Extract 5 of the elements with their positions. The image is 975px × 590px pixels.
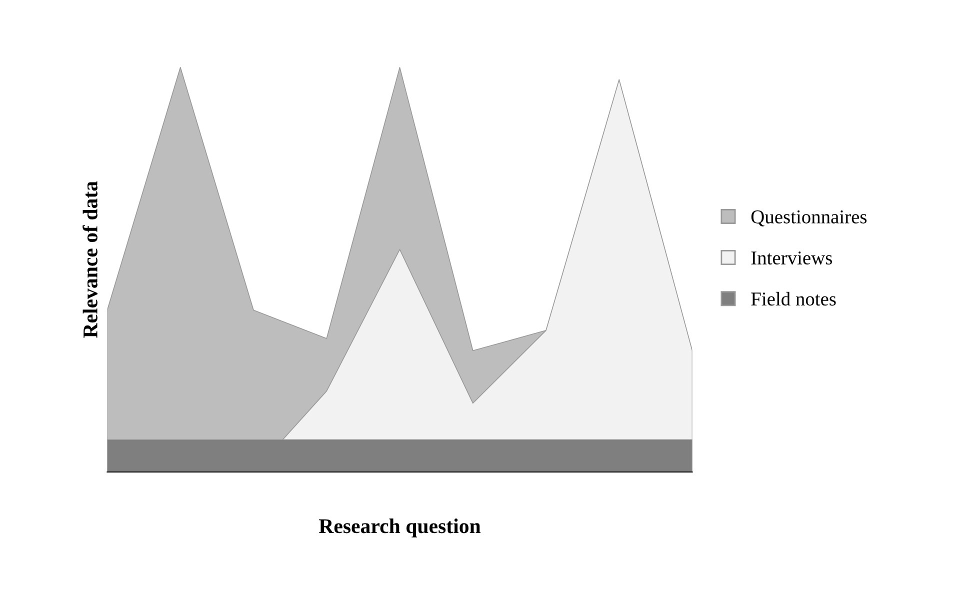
legend-label: Field notes: [751, 292, 836, 306]
legend-label: Interviews: [751, 251, 832, 265]
y-axis-title: Relevance of data: [82, 181, 98, 338]
legend-label: Questionnaires: [751, 210, 867, 226]
x-axis-title: Research question: [318, 518, 481, 538]
